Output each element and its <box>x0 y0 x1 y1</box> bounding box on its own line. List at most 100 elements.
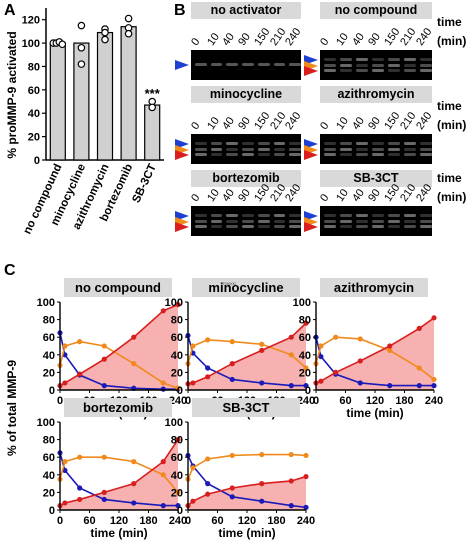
series-point <box>101 489 107 495</box>
series-point <box>318 343 324 349</box>
series-point <box>62 380 68 386</box>
gel-band <box>210 214 223 217</box>
series-point <box>416 383 422 389</box>
gel-band <box>420 58 432 61</box>
time-tick-label: 90 <box>236 31 254 48</box>
x-tick-label: 60 <box>211 515 223 527</box>
data-point <box>77 43 86 52</box>
panel-c-ylabel: % of total MMP-9 <box>5 360 19 456</box>
time-label-line: time <box>437 15 462 29</box>
y-tick-label: 60 <box>28 85 40 97</box>
plot-title: no compound <box>75 280 161 295</box>
y-tick-label: 20 <box>43 487 55 499</box>
series-point <box>303 473 309 480</box>
data-point <box>101 28 109 37</box>
series-point <box>77 371 83 377</box>
y-tick-label: 80 <box>299 315 311 327</box>
series-point <box>160 503 166 509</box>
x-tick-label: 120 <box>238 515 256 527</box>
gel-band <box>340 148 352 151</box>
gel-band <box>226 63 239 66</box>
series-point <box>229 494 235 500</box>
gel-band <box>289 214 301 217</box>
panel-c-label: C <box>4 262 16 279</box>
gel-band <box>356 220 368 223</box>
panel-a-label: A <box>4 2 16 19</box>
gel-band <box>195 63 207 66</box>
gel-band <box>289 142 301 145</box>
series-point <box>229 485 235 491</box>
gel-band <box>257 214 270 217</box>
series-point <box>288 478 294 484</box>
active-area <box>188 476 306 510</box>
x-tick-label: 180 <box>139 515 157 527</box>
gel-band <box>388 148 400 151</box>
gel-band <box>257 142 270 145</box>
gel-band <box>210 63 223 66</box>
x-tick-label: 0 <box>57 395 63 407</box>
time-tick-label: 10 <box>334 115 352 132</box>
gel-band <box>340 225 352 228</box>
gel-band <box>257 220 270 223</box>
gel-band <box>420 142 432 145</box>
tiny-text: 1700000 <box>220 281 236 286</box>
y-tick-label: 40 <box>28 108 40 120</box>
series-point <box>357 380 363 386</box>
x-tick-label: 240 <box>169 395 187 407</box>
gel-band <box>388 64 400 67</box>
blue-arrow-icon <box>175 60 189 70</box>
series-point <box>205 491 211 497</box>
time-tick-label: 150 <box>252 26 273 48</box>
gel-band <box>404 225 416 228</box>
gel-band <box>289 63 301 66</box>
red-arrow-icon <box>304 222 318 232</box>
gel-band <box>324 64 336 67</box>
gel-band <box>372 148 384 151</box>
time-label-unit: (min) <box>437 118 467 132</box>
plot-title-bg <box>320 278 428 297</box>
series-point <box>175 302 181 308</box>
gel-band <box>226 214 239 217</box>
time-tick-label: 0 <box>318 120 332 132</box>
active-area <box>60 439 178 510</box>
y-tick-label: 100 <box>165 417 183 429</box>
series-point <box>333 369 339 375</box>
time-tick-label: 10 <box>204 31 222 48</box>
series-point <box>303 365 309 371</box>
y-tick-label: 40 <box>171 470 183 482</box>
y-tick-label: 20 <box>171 367 183 379</box>
y-tick-label: 60 <box>43 452 55 464</box>
gel-image <box>320 50 432 80</box>
series-point <box>387 343 393 349</box>
y-tick-label: 60 <box>43 332 55 344</box>
x-tick-label: 0 <box>185 515 191 527</box>
data-point <box>58 40 67 49</box>
series-point <box>101 496 107 503</box>
y-tick-label: 0 <box>34 155 40 167</box>
y-tick-label: 20 <box>28 132 40 144</box>
gel-band <box>324 148 336 151</box>
plot-title: bortezomib <box>83 400 153 415</box>
panel-c-charts: % of total MMP-9 no compound 0 20 40 60 80 100… <box>5 278 443 540</box>
x-axis-label: time (min) <box>218 526 275 540</box>
x-tick-label: 0 <box>57 515 63 527</box>
gel-image <box>320 134 432 164</box>
gel-band <box>404 153 416 156</box>
series-point <box>288 334 294 340</box>
gel-image <box>191 206 301 236</box>
gel-band <box>324 58 336 61</box>
y-tick-label: 0 <box>49 385 55 397</box>
series-point <box>259 498 265 504</box>
series-point <box>131 361 137 367</box>
gel-band <box>404 220 416 223</box>
gel-band <box>340 220 352 223</box>
data-point <box>77 60 86 68</box>
series-point <box>62 459 68 465</box>
gel-band <box>273 63 286 66</box>
series-point <box>62 500 68 506</box>
gel-band <box>324 220 336 223</box>
time-tick-label: 90 <box>366 31 384 48</box>
y-tick-label: 0 <box>49 505 55 517</box>
gel-band <box>388 214 400 217</box>
blue-arrow-icon <box>175 211 189 221</box>
